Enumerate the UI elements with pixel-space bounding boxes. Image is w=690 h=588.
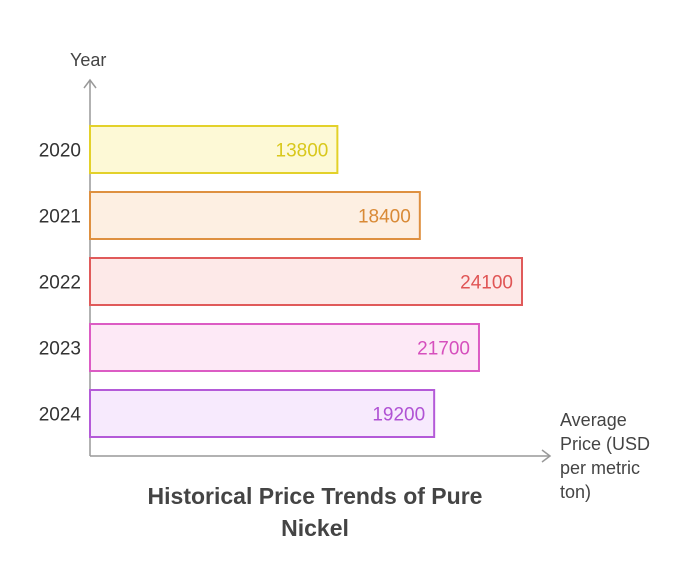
value-label-2020: 13800 — [276, 141, 329, 162]
y-axis-arrow — [83, 78, 97, 89]
bar-2024 — [89, 389, 436, 438]
x-axis-title-line-4: ton) — [560, 482, 591, 502]
bar-2022 — [89, 257, 523, 306]
value-label-2024: 19200 — [372, 405, 425, 426]
bar-2023 — [89, 323, 480, 372]
bars-group: 13800 2020 18400 2021 24100 2022 21700 2023 1920… — [39, 125, 523, 438]
x-axis-arrow — [541, 449, 552, 463]
x-axis-title-line-3: per metric — [560, 458, 640, 478]
x-axis-title-line-2: Price (USD — [560, 434, 650, 454]
bar-2020 — [89, 125, 339, 174]
x-axis-title-line-1: Average — [560, 410, 627, 430]
x-axis-title: Average Price (USD per metric ton) — [560, 410, 655, 502]
y-axis-title: Year — [70, 50, 106, 70]
value-label-2021: 18400 — [358, 207, 411, 228]
tick-label-2022: 2022 — [39, 273, 81, 294]
value-label-2023: 21700 — [417, 339, 470, 360]
bar-2021 — [89, 191, 421, 240]
value-label-2022: 24100 — [460, 273, 513, 294]
tick-label-2023: 2023 — [39, 339, 81, 360]
chart-title: Historical Price Trends of Pure Nickel — [147, 483, 483, 541]
tick-label-2020: 2020 — [39, 141, 81, 162]
tick-label-2021: 2021 — [39, 207, 81, 228]
tick-label-2024: 2024 — [39, 405, 82, 426]
